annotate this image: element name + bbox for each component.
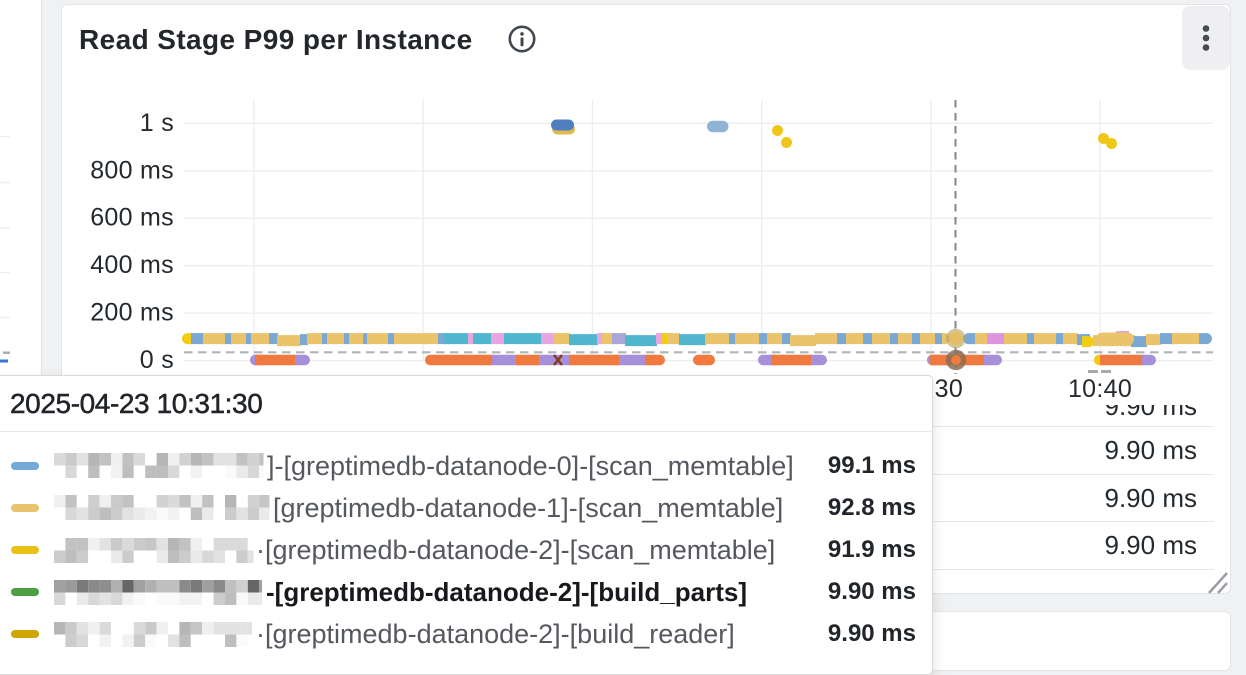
svg-text:0 s: 0 s xyxy=(140,346,174,374)
svg-text:200 ms: 200 ms xyxy=(90,299,174,327)
svg-text:800 ms: 800 ms xyxy=(90,156,174,184)
svg-text:400 ms: 400 ms xyxy=(90,251,174,279)
svg-text:600 ms: 600 ms xyxy=(90,204,174,232)
svg-text:10:40: 10:40 xyxy=(1068,375,1132,403)
svg-text:1 s: 1 s xyxy=(140,109,174,137)
